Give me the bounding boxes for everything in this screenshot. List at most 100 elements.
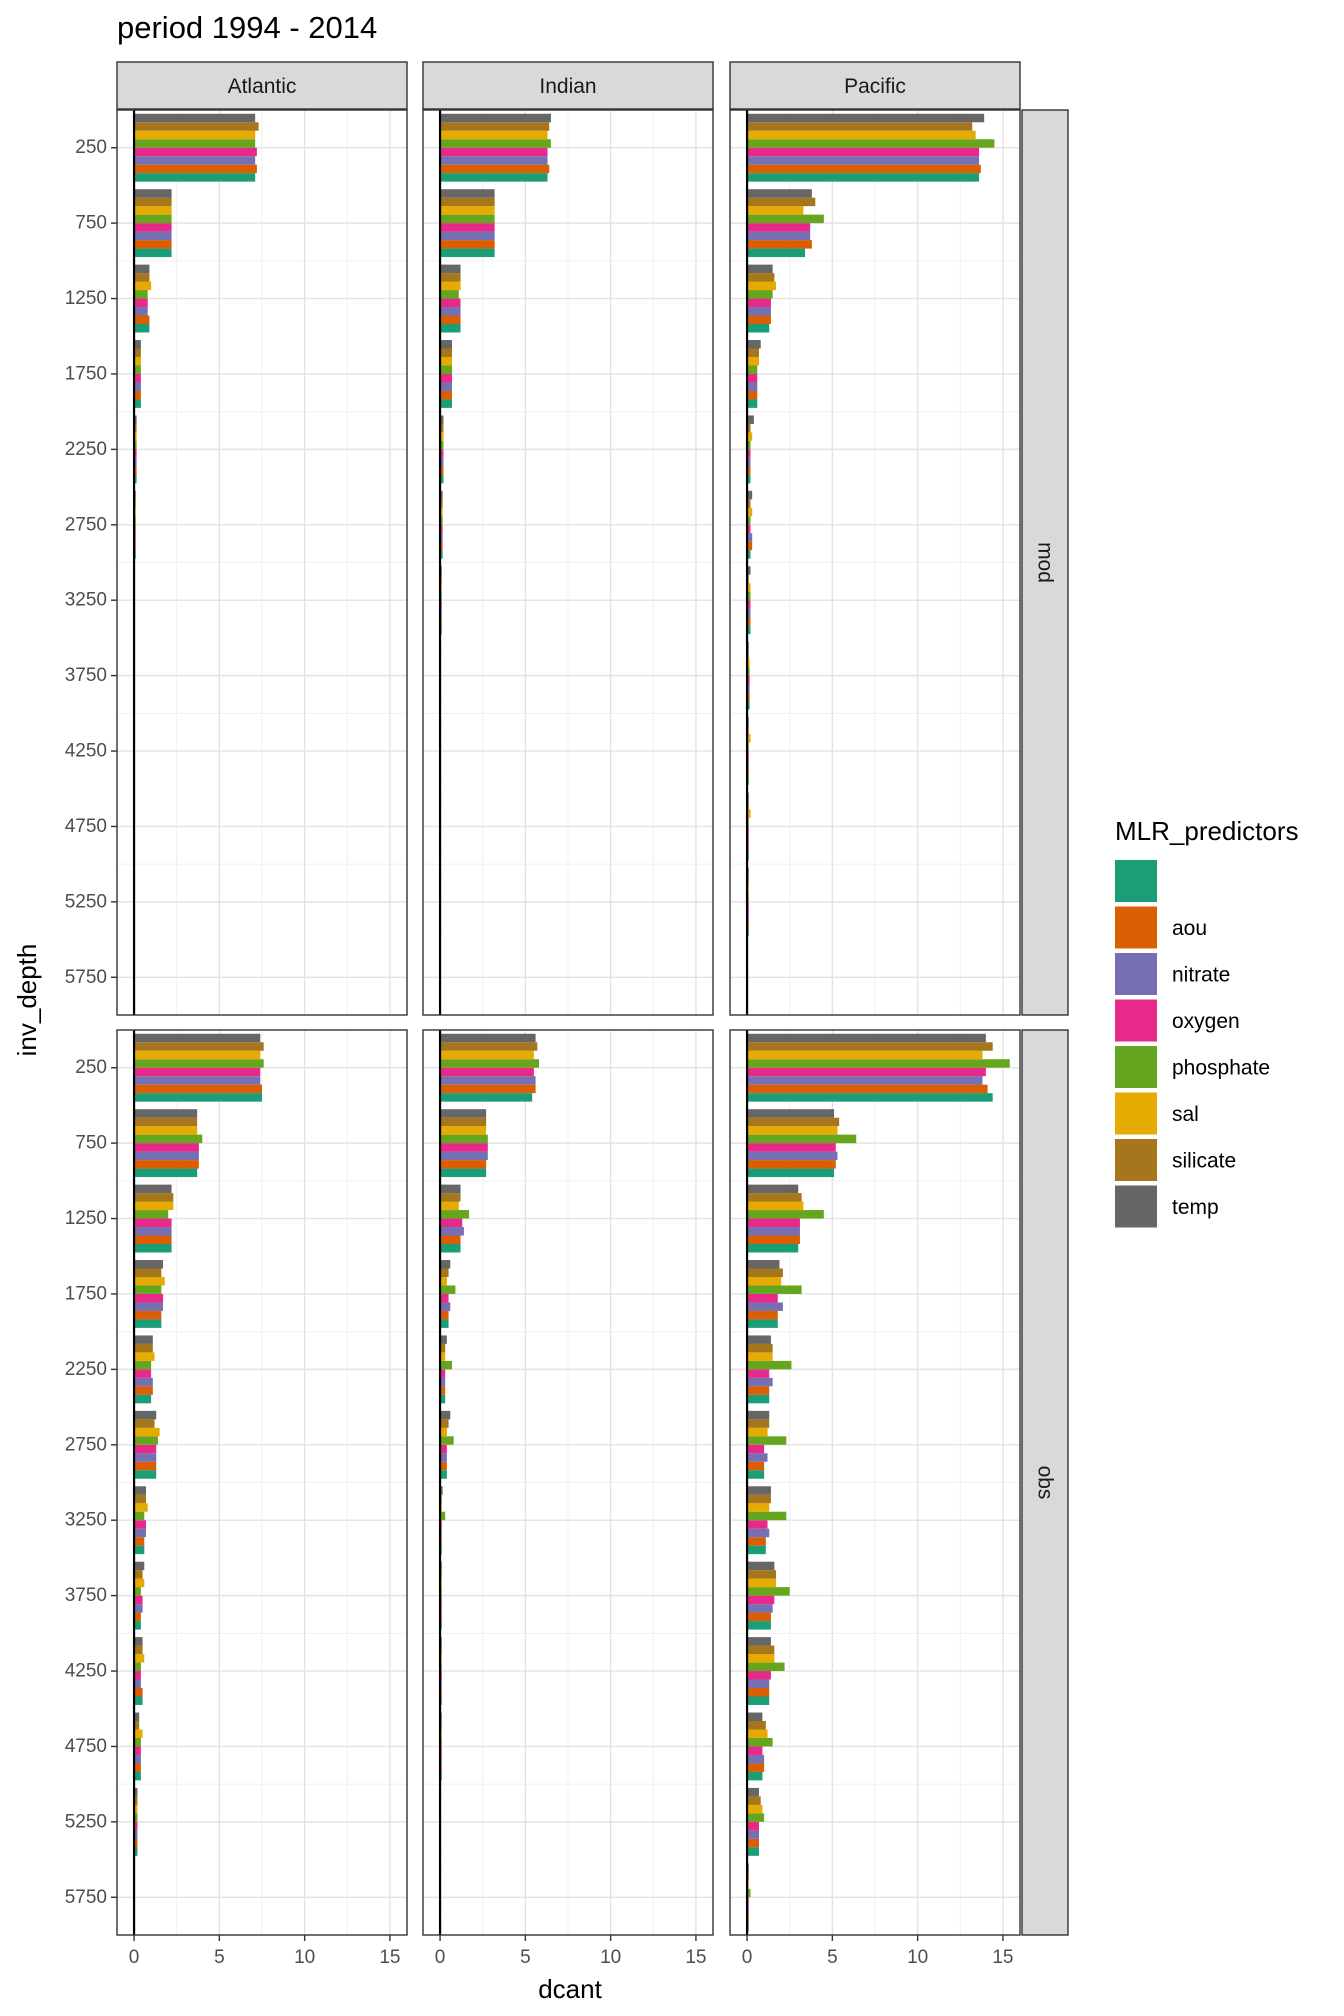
bar-obs-atlantic-3750-oxygen [134, 1595, 143, 1605]
plot-title: period 1994 - 2014 [117, 10, 377, 45]
bar-mod-atlantic-2250-oxygen [134, 449, 137, 458]
bar-obs-indian-2750-unnamed [440, 1470, 447, 1479]
bar-mod-indian-2750-temp [440, 490, 443, 500]
bar-obs-pacific-4250-phosphate [747, 1662, 785, 1672]
bar-mod-indian-750-aou [440, 240, 495, 249]
bar-obs-pacific-250-silicate [747, 1042, 993, 1051]
bar-obs-pacific-1750-nitrate [747, 1302, 783, 1311]
bar-obs-pacific-2750-temp [747, 1410, 770, 1420]
facet-grid: Atlantic Indian Pacific mod obs 250 750 1250 175… [65, 61, 1069, 1968]
bar-obs-indian-2750-aou [440, 1461, 447, 1471]
bar-mod-indian-1750-unnamed [440, 399, 452, 408]
bar-mod-indian-250-nitrate [440, 156, 548, 165]
x-tick-label: 5 [214, 1947, 225, 1968]
bar-obs-pacific-1250-sal [747, 1201, 804, 1211]
bar-mod-indian-2750-silicate [440, 499, 443, 508]
x-tick-label: 5 [827, 1947, 838, 1968]
bar-obs-pacific-2250-aou [747, 1386, 770, 1395]
bar-obs-pacific-1250-oxygen [747, 1218, 800, 1228]
bar-mod-indian-2750-sal [440, 507, 443, 517]
bar-obs-pacific-3250-temp [747, 1486, 771, 1495]
bar-mod-atlantic-250-unnamed [134, 173, 256, 182]
bar-mod-pacific-2750-temp [747, 490, 753, 500]
bar-obs-atlantic-4250-unnamed [134, 1696, 143, 1705]
bar-mod-pacific-250-sal [747, 130, 976, 140]
bar-mod-pacific-1250-oxygen [747, 298, 771, 308]
bar-obs-pacific-3250-aou [747, 1537, 766, 1546]
bar-obs-atlantic-3250-aou [134, 1537, 145, 1546]
y-tick-label: 4750 [65, 1736, 107, 1757]
bar-obs-pacific-2250-silicate [747, 1343, 773, 1353]
bar-obs-pacific-3250-silicate [747, 1494, 771, 1504]
legend-key-phosphate [1115, 1046, 1157, 1088]
bar-obs-indian-750-aou [440, 1160, 487, 1169]
bar-mod-pacific-3250-phosphate [747, 591, 751, 601]
bar-mod-atlantic-250-nitrate [134, 156, 256, 165]
bar-mod-indian-1250-silicate [440, 273, 461, 282]
bar-mod-atlantic-1250-aou [134, 315, 150, 324]
bar-mod-pacific-250-oxygen [747, 147, 980, 157]
bar-obs-atlantic-250-oxygen [134, 1067, 261, 1077]
bar-obs-pacific-5250-aou [747, 1838, 759, 1848]
bar-mod-atlantic-750-silicate [134, 197, 172, 207]
y-tick-label: 5250 [65, 1811, 107, 1832]
bar-mod-pacific-4250-sal [747, 734, 751, 743]
bar-obs-indian-250-phosphate [440, 1059, 539, 1068]
bar-obs-atlantic-250-unnamed [134, 1093, 262, 1102]
bar-mod-atlantic-2250-phosphate [134, 440, 137, 450]
bar-mod-atlantic-1250-unnamed [134, 323, 150, 333]
y-tick-label: 4750 [65, 816, 107, 837]
bar-mod-atlantic-750-oxygen [134, 223, 172, 232]
strip-indian [422, 61, 714, 110]
bar-mod-atlantic-250-oxygen [134, 147, 257, 157]
bar-obs-pacific-4750-temp [747, 1712, 763, 1722]
bar-mod-pacific-3250-sal [747, 583, 751, 592]
bar-obs-pacific-1250-temp [747, 1184, 799, 1194]
legend-label-temp: temp [1172, 1196, 1219, 1219]
bar-obs-pacific-1250-silicate [747, 1193, 802, 1202]
bar-obs-atlantic-1750-silicate [134, 1268, 162, 1277]
bar-obs-indian-250-aou [440, 1084, 536, 1094]
y-tick-label: 750 [75, 213, 107, 234]
bar-obs-pacific-1750-silicate [747, 1268, 783, 1277]
bar-obs-atlantic-3250-phosphate [134, 1511, 145, 1521]
bar-obs-indian-750-nitrate [440, 1151, 488, 1161]
panel-border [422, 1029, 714, 1936]
x-tick-label: 15 [379, 1947, 400, 1968]
bar-obs-atlantic-4750-temp [134, 1712, 140, 1722]
bar-mod-pacific-750-temp [747, 189, 812, 198]
bar-mod-indian-2250-nitrate [440, 457, 444, 467]
bar-obs-atlantic-750-temp [134, 1109, 198, 1118]
bar-obs-pacific-4250-unnamed [747, 1696, 770, 1705]
bar-obs-indian-250-unnamed [440, 1093, 533, 1102]
bar-obs-atlantic-3750-unnamed [134, 1621, 141, 1630]
bar-mod-indian-2250-unnamed [440, 474, 444, 484]
x-tick-label: 0 [742, 1947, 753, 1968]
bar-obs-pacific-5250-oxygen [747, 1821, 759, 1831]
bar-obs-indian-2750-sal [440, 1427, 447, 1437]
bar-obs-pacific-4250-nitrate [747, 1679, 770, 1689]
bar-obs-pacific-250-oxygen [747, 1067, 986, 1077]
bar-obs-atlantic-5250-aou [134, 1838, 138, 1848]
bar-obs-atlantic-250-nitrate [134, 1076, 261, 1085]
bar-mod-pacific-1750-temp [747, 340, 761, 349]
panel-mod-atlantic: 250 750 1250 1750 2250 2750 3250 3750 4250 4750 52… [65, 109, 408, 1016]
bar-obs-atlantic-3750-aou [134, 1612, 141, 1622]
legend-label-aou: aou [1172, 917, 1207, 940]
bar-obs-indian-750-silicate [440, 1117, 487, 1127]
bar-obs-indian-250-oxygen [440, 1067, 534, 1077]
bar-mod-atlantic-750-aou [134, 240, 172, 249]
legend-key-silicate [1115, 1139, 1157, 1181]
strip-label-pacific: Pacific [844, 75, 906, 98]
bar-obs-pacific-5250-temp [747, 1787, 759, 1797]
bar-mod-pacific-1750-unnamed [747, 399, 758, 408]
bar-obs-pacific-2250-temp [747, 1335, 771, 1344]
bar-obs-pacific-250-nitrate [747, 1076, 983, 1085]
bar-obs-pacific-5250-silicate [747, 1796, 761, 1805]
bar-obs-pacific-4750-unnamed [747, 1771, 763, 1781]
bar-obs-pacific-4750-nitrate [747, 1754, 765, 1764]
bar-obs-indian-750-temp [440, 1109, 487, 1118]
bar-obs-atlantic-1750-aou [134, 1310, 162, 1320]
bar-obs-indian-750-sal [440, 1126, 487, 1135]
